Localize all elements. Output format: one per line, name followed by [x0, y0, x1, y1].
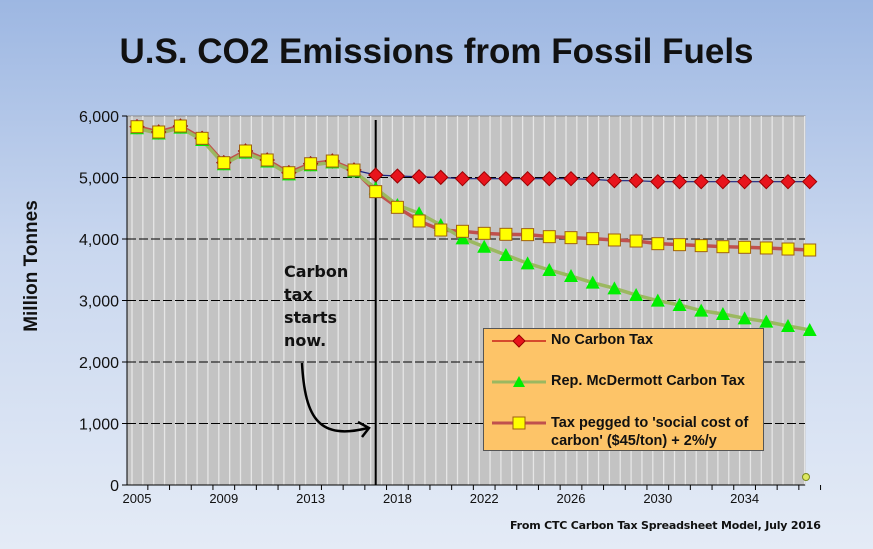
data-point-mcdermott [781, 319, 795, 333]
data-point-social-cost [152, 125, 166, 139]
x-tick-label: 2022 [470, 491, 499, 506]
data-point-mcdermott [607, 281, 622, 295]
chart-title: U.S. CO2 Emissions from Fossil Fuels [119, 32, 754, 71]
data-point-no-tax [411, 168, 427, 185]
data-point-social-cost [716, 240, 730, 254]
legend-label: Tax pegged to 'social cost of carbon' ($… [551, 415, 749, 449]
data-point-social-cost [325, 154, 339, 168]
data-point-mcdermott [715, 307, 730, 321]
data-point-social-cost [803, 243, 817, 257]
data-point-mcdermott [520, 256, 535, 270]
data-point-no-tax [628, 172, 644, 189]
data-point-no-tax [671, 173, 688, 190]
data-point-no-tax [498, 170, 514, 187]
data-point-no-tax [736, 173, 753, 190]
data-point-social-cost [629, 234, 643, 248]
y-tick-label: 4,000 [79, 232, 119, 249]
y-tick-label: 2,000 [79, 355, 119, 372]
data-point-social-cost [304, 157, 318, 171]
data-point-social-cost [651, 237, 665, 251]
data-point-no-tax [758, 173, 775, 190]
data-point-mcdermott [564, 269, 578, 283]
data-point-no-tax [715, 173, 731, 190]
legend-item-social-cost: Tax pegged to 'social cost of carbon' ($… [490, 414, 762, 450]
data-point-mcdermott [498, 247, 513, 261]
data-point-no-tax [389, 168, 406, 184]
y-tick-label: 6,000 [79, 109, 119, 126]
data-point-social-cost [694, 239, 708, 253]
data-point-mcdermott [629, 288, 644, 302]
data-point-no-tax [780, 173, 796, 190]
x-tick-label: 2030 [643, 491, 672, 506]
source-note: From CTC Carbon Tax Spreadsheet Model, J… [510, 519, 821, 532]
y-tick-label: 5,000 [79, 171, 119, 188]
y-axis-label: Million Tonnes [21, 200, 42, 332]
data-point-no-tax [693, 173, 709, 190]
legend: No Carbon Tax Rep. McDermott Carbon Tax … [483, 328, 764, 451]
data-point-social-cost [173, 119, 187, 133]
data-point-mcdermott [694, 303, 709, 317]
data-point-no-tax [606, 172, 623, 189]
data-point-social-cost [564, 231, 578, 245]
y-tick-label: 3,000 [79, 294, 119, 311]
data-point-social-cost [781, 242, 795, 256]
data-point-social-cost [130, 120, 144, 134]
data-point-social-cost [412, 214, 426, 228]
data-point-no-tax [584, 171, 601, 188]
y-tick-label: 0 [110, 478, 119, 495]
annotation-arrow [300, 362, 369, 433]
data-point-no-tax [650, 173, 666, 190]
data-point-social-cost [499, 227, 513, 241]
data-point-social-cost [542, 230, 556, 244]
y-tick-label: 1,000 [79, 417, 119, 434]
annotation-arrowhead [357, 420, 371, 438]
data-point-social-cost [738, 240, 752, 254]
data-point-mcdermott [455, 231, 470, 245]
data-point-mcdermott [650, 293, 665, 307]
data-point-no-tax [454, 170, 471, 187]
data-point-social-cost [347, 163, 361, 177]
data-point-mcdermott [737, 311, 752, 325]
data-point-no-tax [476, 170, 492, 187]
x-tick-label: 2009 [209, 491, 238, 506]
data-point-no-tax [433, 169, 449, 186]
data-point-social-cost [759, 241, 773, 255]
x-tick-label: 2018 [383, 491, 412, 506]
data-point-no-tax [801, 173, 818, 190]
data-point-mcdermott [477, 239, 492, 253]
x-tick-label: 2026 [557, 491, 586, 506]
data-point-social-cost [607, 233, 621, 247]
data-point-no-tax [563, 170, 579, 187]
data-point-social-cost [217, 156, 231, 170]
data-point-social-cost [369, 185, 383, 199]
x-tick-label: 2005 [123, 491, 152, 506]
legend-label: Rep. McDermott Carbon Tax [551, 373, 745, 389]
data-point-no-tax [541, 170, 558, 187]
data-point-social-cost [390, 200, 404, 214]
data-point-social-cost [673, 238, 686, 252]
legend-item-mcdermott: Rep. McDermott Carbon Tax [490, 373, 745, 391]
data-point-social-cost [586, 232, 600, 246]
data-point-mcdermott [542, 262, 557, 276]
x-tick-label: 2013 [296, 491, 325, 506]
legend-item-no-tax: No Carbon Tax [490, 332, 653, 350]
data-point-social-cost [477, 226, 491, 240]
annotation-text: Carbon tax starts now. [284, 262, 349, 350]
data-point-no-tax [519, 170, 536, 187]
data-point-mcdermott [759, 314, 774, 328]
corner-dot [802, 473, 810, 481]
data-point-mcdermott [672, 297, 687, 311]
data-point-mcdermott [802, 323, 817, 337]
data-point-social-cost [434, 223, 448, 237]
data-point-social-cost [282, 166, 296, 180]
data-point-mcdermott [585, 275, 600, 289]
data-point-social-cost [260, 153, 274, 167]
data-point-social-cost [195, 131, 209, 145]
legend-label: No Carbon Tax [551, 332, 654, 348]
x-tick-label: 2034 [730, 491, 759, 506]
data-point-social-cost [521, 228, 535, 242]
data-point-social-cost [239, 144, 252, 158]
data-point-social-cost [456, 224, 469, 238]
